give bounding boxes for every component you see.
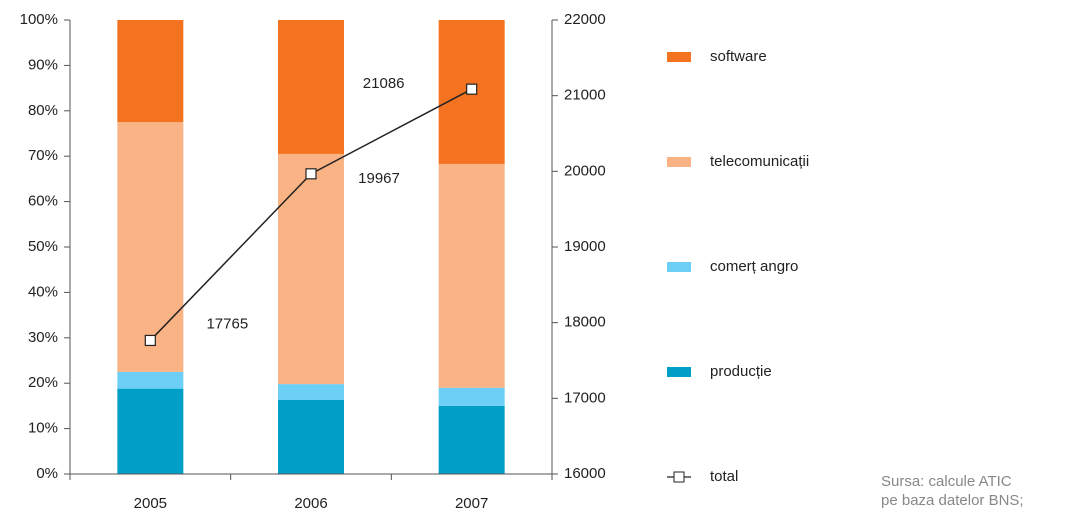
bar-segment (117, 122, 184, 372)
legend-label: telecomunicații (710, 153, 809, 170)
legend-swatch (667, 52, 691, 62)
y-tick-label: 50% (28, 238, 58, 255)
y-tick-label: 70% (28, 147, 58, 164)
y-tick-label: 100% (20, 11, 58, 28)
y2-tick-label: 19000 (564, 238, 606, 255)
legend-label: producție (710, 363, 772, 380)
y-tick-label: 0% (36, 465, 58, 482)
y2-tick-label: 16000 (564, 465, 606, 482)
bar-segment (438, 387, 505, 406)
x-tick-label: 2006 (294, 495, 327, 512)
x-tick-label: 2007 (455, 495, 488, 512)
y-tick-label: 10% (28, 420, 58, 437)
legend-swatch (667, 367, 691, 377)
source-note: Sursa: calcule ATIC (881, 473, 1012, 490)
legend-swatch (667, 262, 691, 272)
legend-marker (673, 471, 685, 483)
y-tick-label: 40% (28, 283, 58, 300)
y2-tick-label: 20000 (564, 162, 606, 179)
y-tick-label: 90% (28, 56, 58, 73)
legend-swatch (667, 157, 691, 167)
bar-segment (278, 20, 344, 154)
x-tick-label: 2005 (134, 495, 167, 512)
legend-label: comerț angro (710, 258, 798, 275)
legend-label: total (710, 468, 738, 485)
bar-segment (278, 399, 344, 474)
data-label: 21086 (363, 75, 405, 92)
line-marker (466, 83, 478, 95)
y-tick-label: 20% (28, 374, 58, 391)
y-tick-label: 30% (28, 329, 58, 346)
y2-tick-label: 18000 (564, 314, 606, 331)
line-marker (305, 168, 317, 180)
y2-tick-label: 22000 (564, 11, 606, 28)
bar-segment (278, 384, 344, 400)
bar-segment (117, 388, 184, 474)
legend-label: software (710, 48, 767, 65)
bar-segment (438, 163, 505, 388)
y2-tick-label: 21000 (564, 87, 606, 104)
line-marker (144, 334, 156, 347)
bar-segment (117, 20, 184, 123)
bar-segment (438, 405, 505, 474)
bar-segment (278, 153, 344, 385)
data-label: 19967 (358, 170, 400, 187)
y-tick-label: 80% (28, 102, 58, 119)
bar-segment (117, 371, 184, 389)
data-label: 17765 (206, 315, 248, 332)
y2-tick-label: 17000 (564, 389, 606, 406)
y-tick-label: 60% (28, 193, 58, 210)
source-note: pe baza datelor BNS; (881, 492, 1024, 509)
